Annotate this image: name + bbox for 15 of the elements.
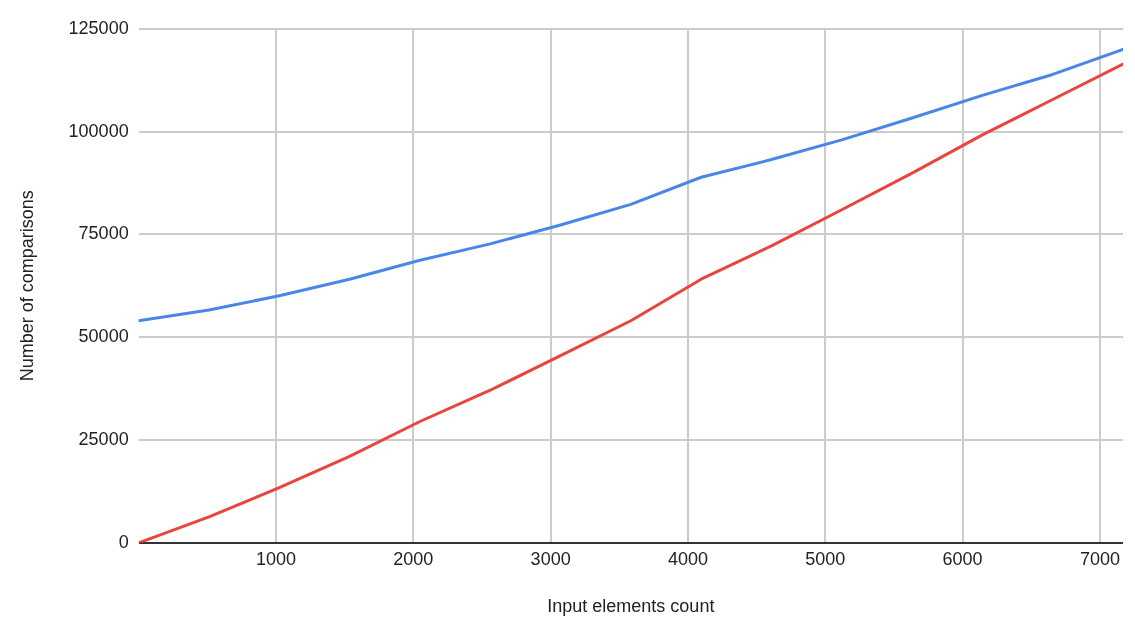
x-axis-title: Input elements count (547, 596, 715, 617)
y-tick-label: 75000 (78, 223, 129, 244)
y-tick-label: 0 (118, 531, 129, 552)
x-tick-label: 3000 (530, 548, 571, 569)
y-tick-label: 25000 (78, 428, 129, 449)
x-tick-label: 4000 (667, 548, 708, 569)
x-tick-label: 2000 (393, 548, 434, 569)
y-axis-title: Number of comparisons (16, 190, 37, 382)
x-tick-label: 5000 (805, 548, 846, 569)
x-tick-label: 7000 (1079, 548, 1120, 569)
x-tick-label: 6000 (942, 548, 983, 569)
y-tick-label: 125000 (68, 17, 129, 38)
y-tick-label: 100000 (68, 120, 129, 141)
y-tick-label: 50000 (78, 326, 129, 347)
x-tick-label: 1000 (255, 548, 297, 569)
